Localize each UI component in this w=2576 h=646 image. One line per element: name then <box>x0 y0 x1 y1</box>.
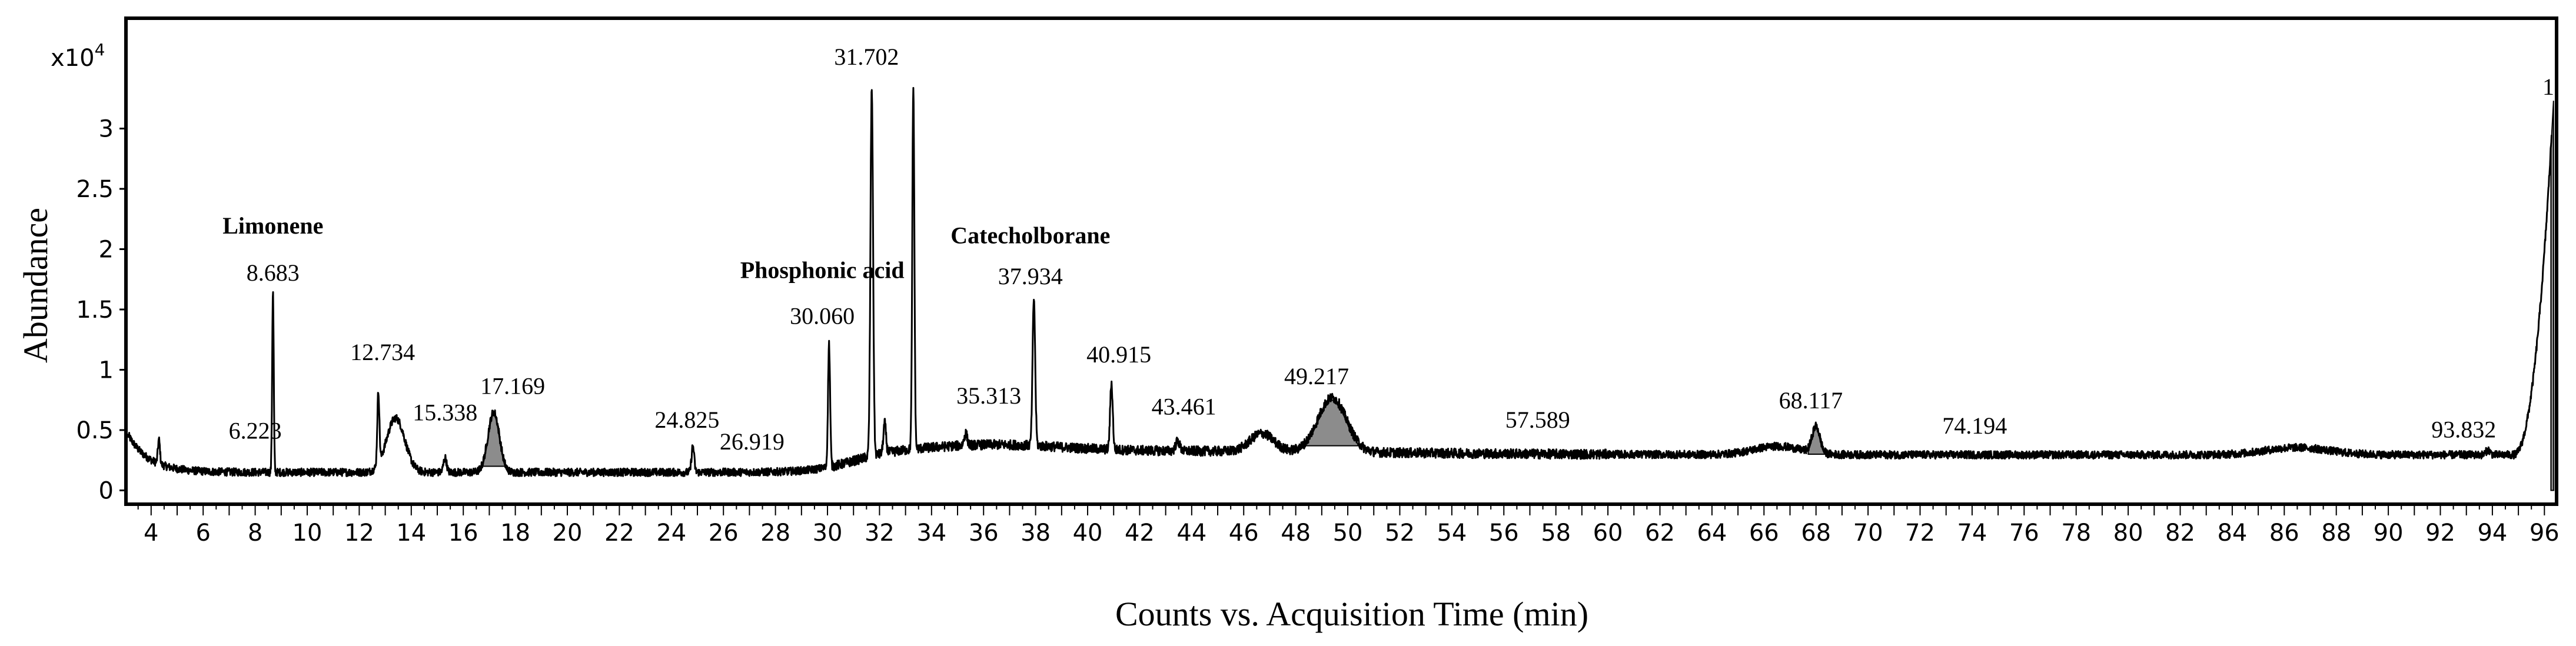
x-tick-label: 14 <box>396 520 426 547</box>
x-tick-label: 32 <box>865 520 895 547</box>
x-tick-label: 12 <box>344 520 374 547</box>
x-tick-label: 42 <box>1125 520 1155 547</box>
compound-name-label: Limonene <box>222 212 323 239</box>
x-tick-label: 80 <box>2113 520 2143 547</box>
x-tick-label: 48 <box>1281 520 1311 547</box>
compound-name-label: Phosphonic acid <box>740 257 905 284</box>
x-tick-label: 30 <box>813 520 843 547</box>
x-tick-label: 20 <box>553 520 583 547</box>
y-tick-label: 2 <box>99 237 114 264</box>
peak-retention-label: 30.060 <box>790 303 855 329</box>
y-tick-label: 0 <box>99 478 114 505</box>
peak-retention-label: 43.461 <box>1152 393 1216 419</box>
integrated-peak-areas <box>478 101 2555 491</box>
y-tick-label: 2.5 <box>76 176 114 203</box>
x-tick-label: 26 <box>709 520 739 547</box>
x-tick-label: 76 <box>2009 520 2039 547</box>
peak-retention-label: 12.734 <box>350 339 415 365</box>
x-tick-label: 86 <box>2269 520 2299 547</box>
x-tick-label: 92 <box>2425 520 2455 547</box>
x-tick-label: 6 <box>195 520 210 547</box>
x-tick-label: 8 <box>248 520 262 547</box>
compound-name-label: Catecholborane <box>950 222 1110 248</box>
x-tick-label: 24 <box>656 520 686 547</box>
y-multiplier-exponent: 4 <box>95 40 105 59</box>
x-tick-label: 88 <box>2321 520 2351 547</box>
x-tick-label: 28 <box>760 520 790 547</box>
peak-retention-label: 37.934 <box>998 263 1063 289</box>
x-tick-label: 46 <box>1229 520 1259 547</box>
x-tick-label: 40 <box>1073 520 1103 547</box>
peak-retention-label: 57.589 <box>1505 407 1570 433</box>
y-tick-label: 3 <box>99 116 114 143</box>
x-tick-label: 38 <box>1021 520 1051 547</box>
peak-retention-label: 49.217 <box>1284 363 1349 389</box>
chromatogram-trace <box>127 86 2552 477</box>
x-axis: 4 6 8 10 12 14 16 18 20 22 24 26 28 30 32 34 36 38 40 42 44 4… <box>137 504 2560 547</box>
y-tick-label: 0.5 <box>76 417 114 444</box>
peak-retention-label: 17.169 <box>480 373 545 399</box>
peak-retention-label: 6.223 <box>229 417 282 444</box>
y-tick-label: 1 <box>99 357 114 384</box>
x-tick-label: 22 <box>604 520 634 547</box>
y-axis-title: Abundance <box>16 208 55 363</box>
x-tick-label: 68 <box>1801 520 1831 547</box>
peak-retention-label: 35.313 <box>956 382 1021 409</box>
x-tick-label: 36 <box>969 520 999 547</box>
x-tick-label: 58 <box>1541 520 1571 547</box>
peak-retention-label: 74.194 <box>1942 412 2007 439</box>
x-tick-label: 50 <box>1333 520 1363 547</box>
x-tick-label: 94 <box>2477 520 2507 547</box>
peak-retention-label: 8.683 <box>247 259 300 286</box>
y-axis: 0 0.5 1 1.5 2 2.5 3 <box>76 116 126 505</box>
x-tick-label: 60 <box>1593 520 1623 547</box>
peak-retention-label: 15.338 <box>413 399 477 426</box>
peak-retention-label: 24.825 <box>654 407 719 433</box>
x-tick-label: 62 <box>1645 520 1675 547</box>
x-tick-label: 72 <box>1905 520 1935 547</box>
y-multiplier-label: x104 <box>51 40 105 72</box>
x-tick-label: 56 <box>1489 520 1519 547</box>
peak-retention-label: 1 <box>2542 74 2554 100</box>
x-tick-label: 34 <box>916 520 946 547</box>
integrated-peak-area <box>2550 101 2555 491</box>
peak-retention-label: 26.919 <box>720 428 785 455</box>
x-tick-label: 84 <box>2217 520 2247 547</box>
x-tick-label: 52 <box>1385 520 1415 547</box>
x-tick-label: 66 <box>1749 520 1779 547</box>
x-tick-label: 18 <box>500 520 530 547</box>
peak-retention-label: 31.702 <box>834 44 899 70</box>
x-tick-label: 44 <box>1176 520 1206 547</box>
peak-retention-label: 68.117 <box>1779 387 1843 414</box>
x-tick-label: 64 <box>1697 520 1727 547</box>
x-tick-label: 96 <box>2530 520 2560 547</box>
x-tick-label: 54 <box>1437 520 1467 547</box>
x-axis-title: Counts vs. Acquisition Time (min) <box>1115 595 1588 633</box>
x-tick-label: 10 <box>292 520 323 547</box>
peak-retention-label: 40.915 <box>1086 341 1151 368</box>
x-tick-label: 78 <box>2061 520 2091 547</box>
x-tick-label: 4 <box>144 520 158 547</box>
peak-retention-label: 93.832 <box>2431 416 2496 442</box>
x-tick-label: 90 <box>2374 520 2404 547</box>
y-tick-label: 1.5 <box>76 297 114 324</box>
x-tick-label: 70 <box>1853 520 1883 547</box>
x-tick-label: 16 <box>448 520 478 547</box>
x-tick-label: 74 <box>1957 520 1987 547</box>
x-tick-label: 82 <box>2165 520 2195 547</box>
